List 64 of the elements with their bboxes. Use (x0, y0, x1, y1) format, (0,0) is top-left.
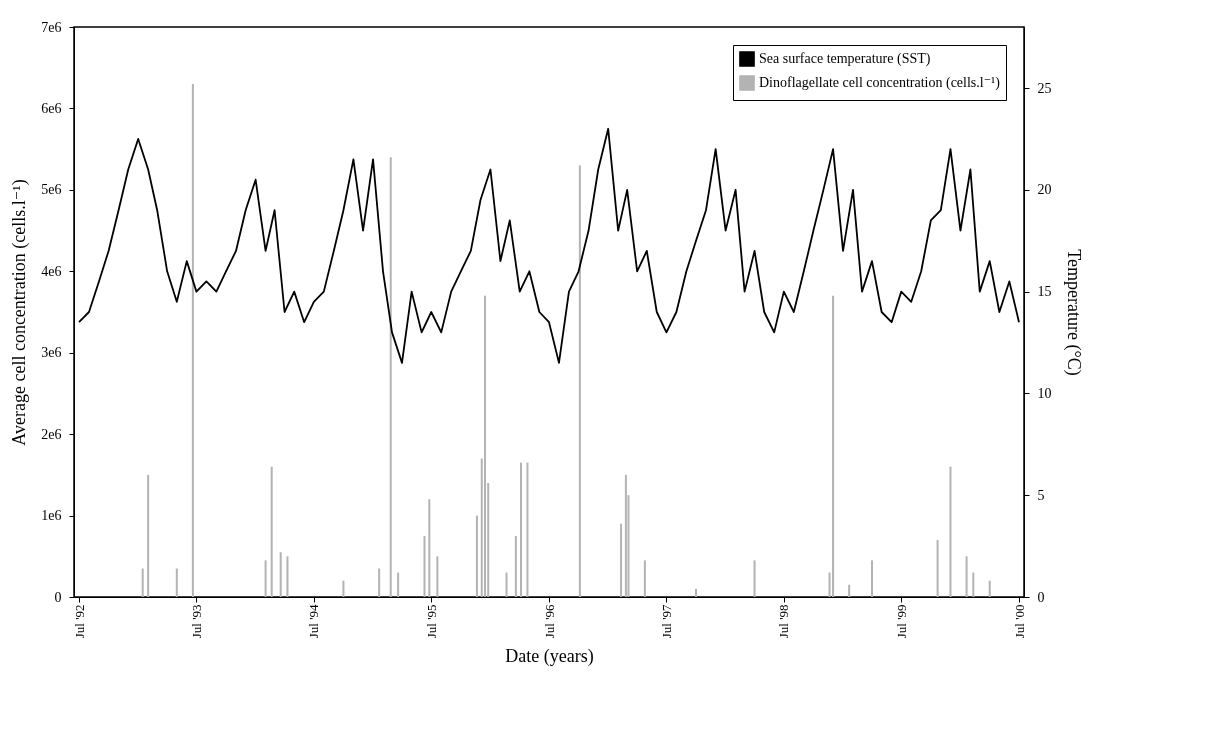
bar (428, 499, 431, 597)
bar (147, 474, 150, 597)
y2-axis-title: Temperature (°C) (1062, 249, 1084, 376)
y-tick-label: 7e6 (41, 19, 62, 35)
x-tick-label: Jul '95 (423, 604, 439, 639)
bar (624, 474, 627, 597)
x-axis-title: Date (years) (505, 646, 594, 668)
y-tick-label: 3e6 (41, 345, 62, 361)
bar (949, 466, 952, 597)
bar (870, 560, 873, 597)
line-series (78, 127, 1020, 364)
bar (620, 523, 623, 597)
x-tick-label: Jul '00 (1011, 604, 1027, 639)
bar (848, 584, 851, 597)
legend-label: Dinoflagellate cell concentration (cells.l⁻¹) (759, 75, 1001, 91)
bar (832, 295, 835, 597)
x-tick-label: Jul '93 (188, 604, 204, 639)
bar (279, 552, 282, 597)
y-axis-title: Average cell concentration (cells.l⁻¹) (9, 179, 31, 446)
y2-tick-label: 25 (1037, 80, 1052, 96)
x-tick-label: Jul '97 (658, 604, 674, 639)
bar (141, 568, 144, 597)
bar (175, 568, 178, 597)
bar (270, 466, 273, 597)
bar (423, 535, 426, 597)
bar (378, 568, 381, 597)
bar (965, 556, 968, 597)
x-tick-label: Jul '98 (776, 604, 792, 639)
bar (389, 157, 392, 597)
bar (397, 572, 400, 597)
x-tick-label: Jul '96 (541, 604, 557, 639)
bar (191, 84, 194, 597)
y2-tick-label: 0 (1037, 589, 1045, 605)
bar (505, 572, 508, 597)
bar (483, 295, 486, 597)
bar (695, 588, 698, 597)
x-tick-label: Jul '92 (71, 604, 87, 639)
y-tick-label: 6e6 (41, 100, 62, 116)
y-tick-label: 5e6 (41, 182, 62, 198)
bar (286, 556, 289, 597)
bar (436, 556, 439, 597)
x-tick-label: Jul '94 (306, 604, 322, 639)
y-tick-label: 0 (54, 589, 62, 605)
bar (988, 580, 991, 597)
bar (475, 515, 478, 597)
bar (264, 560, 267, 597)
y2-tick-label: 20 (1037, 182, 1052, 198)
bar (753, 560, 756, 597)
bar (578, 165, 581, 597)
y2-tick-label: 10 (1037, 385, 1052, 401)
bar (514, 535, 517, 597)
bar (342, 580, 345, 597)
bar (643, 560, 646, 597)
bar (972, 572, 975, 597)
y2-tick-label: 15 (1037, 284, 1052, 300)
bar (526, 462, 529, 597)
legend-label: Sea surface temperature (SST) (759, 51, 931, 67)
y-tick-label: 1e6 (41, 508, 62, 524)
y2-tick-label: 5 (1037, 487, 1045, 503)
y-tick-label: 2e6 (41, 426, 62, 442)
bar (520, 462, 523, 597)
x-tick-label: Jul '99 (893, 604, 909, 639)
bar (936, 540, 939, 597)
y-tick-label: 4e6 (41, 263, 62, 279)
